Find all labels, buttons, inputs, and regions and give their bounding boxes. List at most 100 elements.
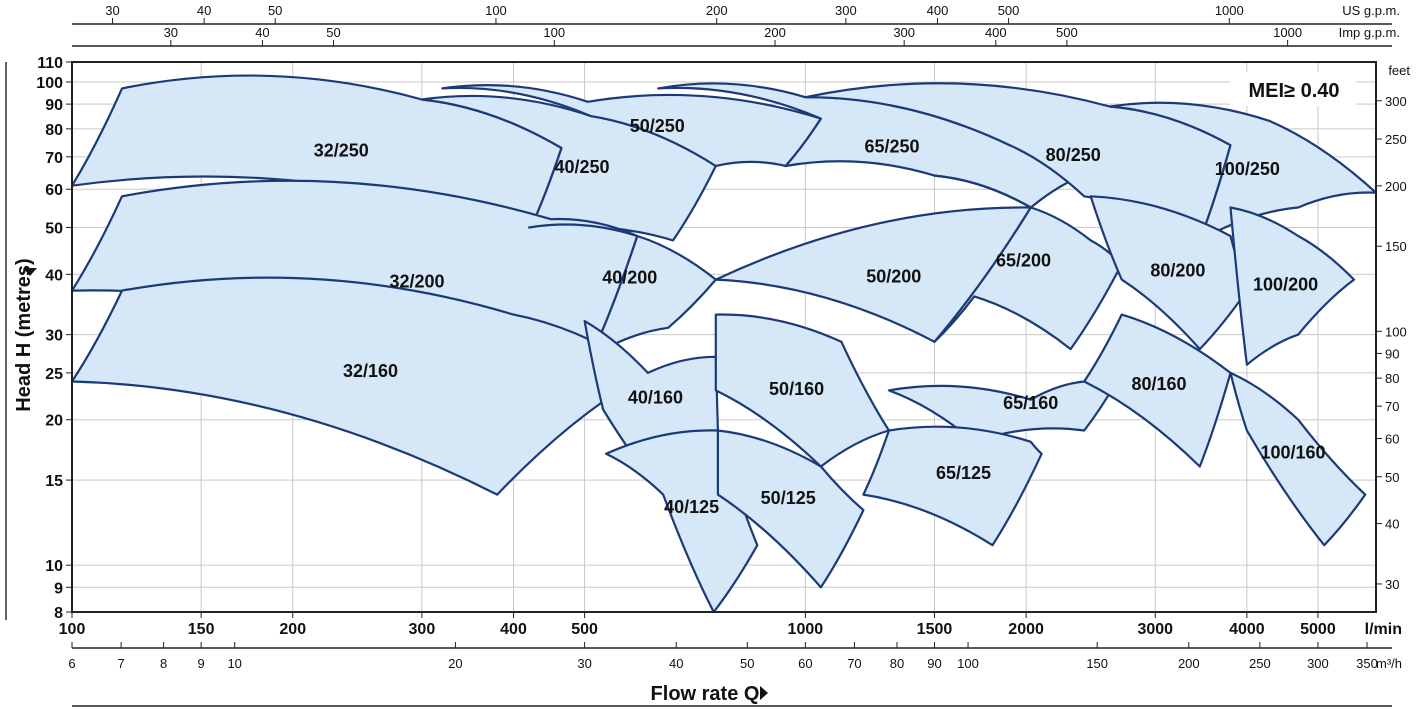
curve-label-100-200: 100/200	[1253, 274, 1318, 294]
pump-curve-100-200	[1229, 206, 1356, 366]
m3h-tick-label: 100	[957, 656, 979, 671]
m3h-tick-label: 80	[890, 656, 904, 671]
right-tick-label: 30	[1385, 577, 1399, 592]
y-tick-label: 20	[45, 413, 63, 430]
x-tick-label: 1500	[917, 621, 953, 638]
y-tick-label: 80	[45, 122, 63, 139]
top-tick-label: 30	[105, 3, 119, 18]
pump-curve-80-160	[1083, 313, 1232, 468]
curve-label-50-200: 50/200	[866, 266, 921, 286]
m3h-tick-label: 20	[448, 656, 462, 671]
curve-label-50-125: 50/125	[761, 488, 816, 508]
pump-curve-50-160	[714, 313, 890, 468]
x-tick-label: 100	[59, 621, 86, 638]
curve-label-80-160: 80/160	[1132, 374, 1187, 394]
pump-curve-40-200	[528, 223, 717, 358]
curve-labels: 32/250 40/250 50/250 65/250 80/250 100/250 32/…	[314, 116, 1326, 517]
right-tick-label: 150	[1385, 239, 1407, 254]
right-axis-unit: feet	[1388, 63, 1410, 78]
curve-label-40-160: 40/160	[628, 388, 683, 408]
top-tick-label: 100	[543, 25, 565, 40]
top-tick-label: 1000	[1215, 3, 1244, 18]
x-tick-label: 400	[500, 621, 527, 638]
y-tick-label: 60	[45, 182, 63, 199]
m3h-tick-label: 9	[198, 656, 205, 671]
mei-badge: MEI≥ 0.40	[1230, 72, 1356, 106]
top-tick-label: 1000	[1273, 25, 1302, 40]
right-tick-label: 250	[1385, 132, 1407, 147]
x-tick-label: 4000	[1229, 621, 1265, 638]
x-tick-label: 500	[571, 621, 598, 638]
right-tick-label: 70	[1385, 399, 1399, 414]
m3h-tick-label: 200	[1178, 656, 1200, 671]
right-tick-label: 300	[1385, 94, 1407, 109]
m3h-tick-label: 6	[68, 656, 75, 671]
x-tick-label: 200	[279, 621, 306, 638]
top-axis-unit: Imp g.p.m.	[1339, 25, 1400, 40]
right-tick-label: 200	[1385, 179, 1407, 194]
pump-curve-100-160	[1229, 371, 1367, 547]
x-tick-label: 3000	[1137, 621, 1173, 638]
y-tick-label: 15	[45, 473, 63, 490]
y-tick-label: 30	[45, 328, 63, 345]
top-tick-label: 50	[326, 25, 340, 40]
m3h-tick-label: 150	[1086, 656, 1108, 671]
x-tick-label: 5000	[1300, 621, 1336, 638]
y-axis-label: Head H (metres)	[13, 258, 35, 411]
curve-label-50-160: 50/160	[769, 379, 824, 399]
top-tick-label: 100	[485, 3, 507, 18]
pump-curve-65-125	[862, 425, 1043, 547]
m3h-tick-label: 7	[117, 656, 124, 671]
pump-curve-50-125	[716, 429, 865, 589]
plot-frame	[71, 61, 1377, 613]
pump-curve-100-250	[1108, 101, 1378, 242]
m3h-tick-label: 90	[927, 656, 941, 671]
curve-label-40-125: 40/125	[664, 497, 719, 517]
y-tick-label: 8	[54, 605, 63, 622]
top-tick-label: 400	[927, 3, 949, 18]
curve-label-32-250: 32/250	[314, 141, 369, 161]
curve-label-32-160: 32/160	[343, 361, 398, 381]
m3h-tick-label: 250	[1249, 656, 1271, 671]
m3h-tick-label: 60	[798, 656, 812, 671]
y-axis-arrow-icon	[23, 268, 37, 276]
right-tick-label: 40	[1385, 517, 1399, 532]
y-tick-label: 70	[45, 150, 63, 167]
right-tick-label: 80	[1385, 371, 1399, 386]
x-axis-label: Flow rate Q	[651, 683, 760, 705]
curve-label-100-160: 100/160	[1260, 443, 1325, 463]
x-axis: 100 150 200 300 400 500 1000 1500 2000 3000 4000 50…	[59, 612, 1402, 638]
m3h-tick-label: 50	[740, 656, 754, 671]
y-tick-label: 40	[45, 267, 63, 284]
right-tick-label: 100	[1385, 324, 1407, 339]
y-tick-label: 25	[45, 366, 63, 383]
m3h-tick-label: 10	[227, 656, 241, 671]
m3h-unit-label: m³/h	[1376, 656, 1402, 671]
curve-label-100-250: 100/250	[1215, 159, 1280, 179]
pump-curve-80-200	[1089, 195, 1248, 351]
curve-label-50-250: 50/250	[630, 116, 685, 136]
top-tick-label: 500	[1056, 25, 1078, 40]
right-tick-label: 60	[1385, 432, 1399, 447]
m3h-axis: 6 7 8 9 10 20 30 40 50 60 70 80 90 100 150 200 250 300 350…	[68, 642, 1402, 671]
m3h-tick-label: 30	[577, 656, 591, 671]
curve-label-65-250: 65/250	[864, 136, 919, 156]
x-tick-label: 300	[409, 621, 436, 638]
y-tick-label: 110	[37, 55, 63, 72]
m3h-tick-label: 8	[160, 656, 167, 671]
curve-label-65-160: 65/160	[1003, 393, 1058, 413]
top-tick-label: 200	[706, 3, 728, 18]
m3h-tick-label: 300	[1307, 656, 1329, 671]
y-tick-label: 90	[45, 97, 63, 114]
m3h-tick-label: 350	[1356, 656, 1378, 671]
y-tick-label: 9	[54, 580, 63, 597]
y-tick-label: 100	[36, 75, 63, 92]
x-axis-arrow-icon	[760, 686, 768, 700]
right-tick-label: 50	[1385, 470, 1399, 485]
top-tick-label: 500	[998, 3, 1020, 18]
y-tick-label: 10	[45, 558, 63, 575]
curve-label-80-250: 80/250	[1046, 145, 1101, 165]
right-axis: feet 300 250 200 150 100 90 80 70 60 50 40 30	[1376, 63, 1410, 592]
top-tick-label: 200	[764, 25, 786, 40]
